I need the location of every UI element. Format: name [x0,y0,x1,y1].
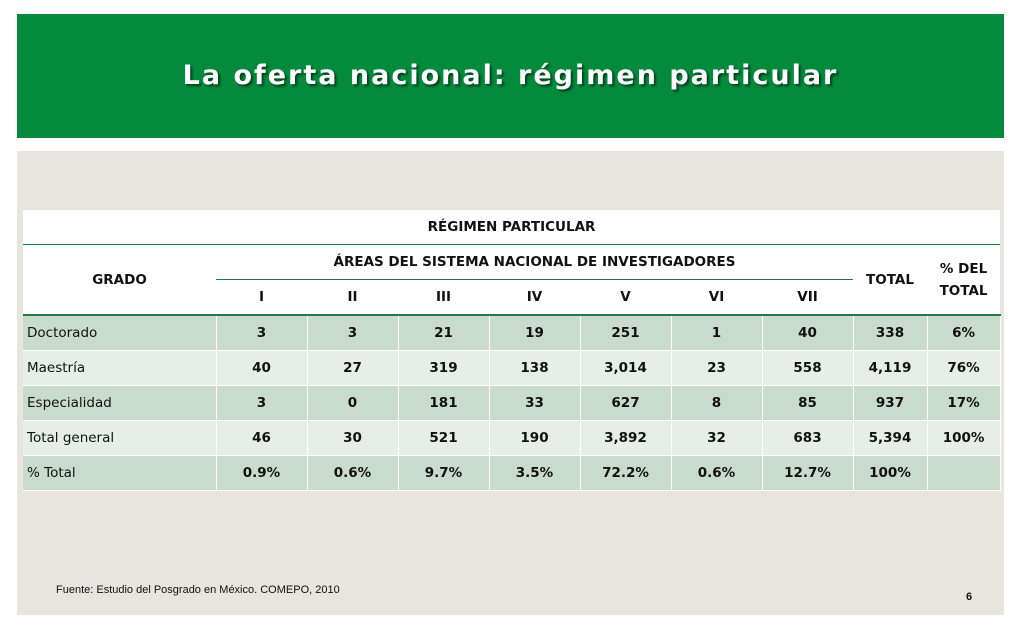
page-number: 6 [966,591,973,603]
table-cell: 683 [762,420,854,456]
table-cell: 3 [307,315,399,351]
table-cell: 251 [580,315,672,351]
row-label: Doctorado [23,315,217,351]
content-area: RÉGIMEN PARTICULAR GRADO ÁREAS DEL SISTE… [17,151,1004,615]
grado-header: GRADO [23,244,216,316]
table-cell: 319 [398,350,490,386]
total-header: TOTAL [853,244,927,316]
area-header: VII [762,279,853,316]
table-cell: 3 [216,385,308,421]
table-caption: RÉGIMEN PARTICULAR [23,210,1001,245]
row-total: 937 [853,385,928,421]
table-cell: 21 [398,315,490,351]
table-cell: 0.6% [307,455,399,491]
table-cell: 12.7% [762,455,854,491]
row-total: 338 [853,315,928,351]
table-cell: 8 [671,385,763,421]
area-header: IV [489,279,580,316]
table-cell: 33 [489,385,581,421]
table-cell: 521 [398,420,490,456]
row-label: % Total [23,455,217,491]
table-row: Total general 46 30 521 190 3,892 32 683… [23,420,1001,456]
table-cell: 85 [762,385,854,421]
table-cell: 627 [580,385,672,421]
table-row: Maestría 40 27 319 138 3,014 23 558 4,11… [23,350,1001,386]
row-label: Especialidad [23,385,217,421]
slide-title: La oferta nacional: régimen particular [182,60,839,91]
table-cell: 558 [762,350,854,386]
table-cell: 3,892 [580,420,672,456]
table-cell: 32 [671,420,763,456]
area-header: I [216,279,307,316]
table-cell: 138 [489,350,581,386]
row-pct: 17% [927,385,1001,421]
row-label: Total general [23,420,217,456]
table-cell: 1 [671,315,763,351]
pct-header: % DEL TOTAL [927,244,1001,316]
regimen-particular-table: RÉGIMEN PARTICULAR GRADO ÁREAS DEL SISTE… [23,210,1001,491]
title-banner: La oferta nacional: régimen particular [17,14,1004,138]
table-cell: 23 [671,350,763,386]
table-row: Especialidad 3 0 181 33 627 8 85 937 17% [23,385,1001,421]
row-total: 4,119 [853,350,928,386]
table-cell: 3.5% [489,455,581,491]
table-cell: 190 [489,420,581,456]
table-row: % Total 0.9% 0.6% 9.7% 3.5% 72.2% 0.6% 1… [23,455,1001,491]
row-pct: 6% [927,315,1001,351]
table-cell: 27 [307,350,399,386]
table-cell: 3,014 [580,350,672,386]
row-total: 100% [853,455,928,491]
source-note: Fuente: Estudio del Posgrado en México. … [56,584,340,596]
table-cell: 40 [762,315,854,351]
table-cell: 3 [216,315,308,351]
area-header: II [307,279,398,316]
table-cell: 0 [307,385,399,421]
row-pct: 76% [927,350,1001,386]
area-header: VI [671,279,762,316]
table-cell: 46 [216,420,308,456]
table-cell: 40 [216,350,308,386]
areas-header: ÁREAS DEL SISTEMA NACIONAL DE INVESTIGAD… [216,244,853,280]
table-row: Doctorado 3 3 21 19 251 1 40 338 6% [23,315,1001,351]
table-cell: 19 [489,315,581,351]
row-total: 5,394 [853,420,928,456]
row-pct [927,455,1001,491]
table-cell: 9.7% [398,455,490,491]
table-cell: 0.6% [671,455,763,491]
area-header: III [398,279,489,316]
row-label: Maestría [23,350,217,386]
table-cell: 181 [398,385,490,421]
table-cell: 72.2% [580,455,672,491]
table-cell: 0.9% [216,455,308,491]
area-header: V [580,279,671,316]
table-cell: 30 [307,420,399,456]
row-pct: 100% [927,420,1001,456]
